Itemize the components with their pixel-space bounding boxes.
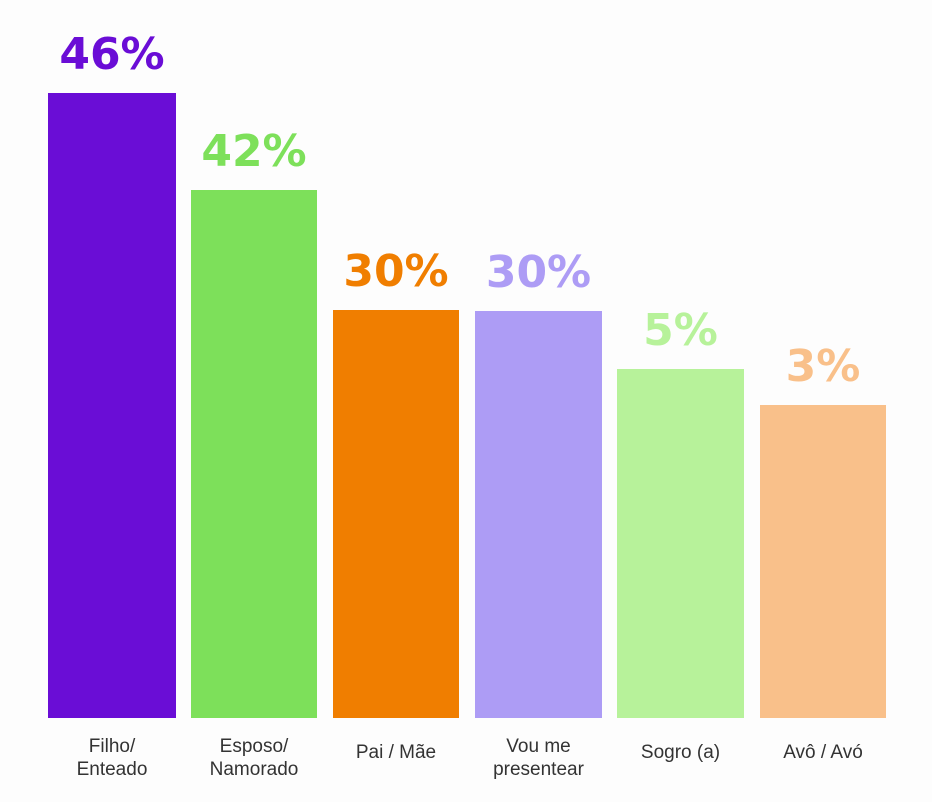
- bar-2: [333, 310, 459, 718]
- category-label-0: Filho/Enteado: [77, 736, 148, 780]
- category-label-1: Esposo/Namorado: [210, 736, 299, 780]
- value-label-2: 30%: [343, 246, 448, 297]
- value-label-3: 30%: [486, 247, 591, 298]
- category-label-3: Vou me presentear: [493, 736, 585, 780]
- bar-0: [48, 93, 176, 718]
- category-label-line: Filho/: [89, 736, 136, 757]
- bar-3: [475, 311, 602, 718]
- category-label-line: Esposo/: [220, 736, 289, 757]
- category-label-line: Vou me: [506, 736, 570, 757]
- bar-4: [617, 369, 744, 718]
- category-label-line: Avô / Avó: [783, 742, 863, 763]
- category-label-line: presentear: [493, 759, 585, 780]
- value-label-0: 46%: [59, 29, 164, 80]
- value-label-4: 5%: [643, 305, 718, 356]
- category-label-5: Avô / Avó: [783, 742, 863, 763]
- category-label-line: Enteado: [77, 759, 148, 780]
- category-label-line: Namorado: [210, 759, 299, 780]
- bar-5: [760, 405, 886, 718]
- category-label-line: Sogro (a): [641, 742, 720, 763]
- bar-1: [191, 190, 317, 718]
- value-label-5: 3%: [786, 341, 861, 392]
- category-label-2: Pai / Mãe: [356, 742, 436, 763]
- value-label-1: 42%: [201, 126, 306, 177]
- category-label-line: Pai / Mãe: [356, 742, 436, 763]
- category-label-4: Sogro (a): [641, 742, 720, 763]
